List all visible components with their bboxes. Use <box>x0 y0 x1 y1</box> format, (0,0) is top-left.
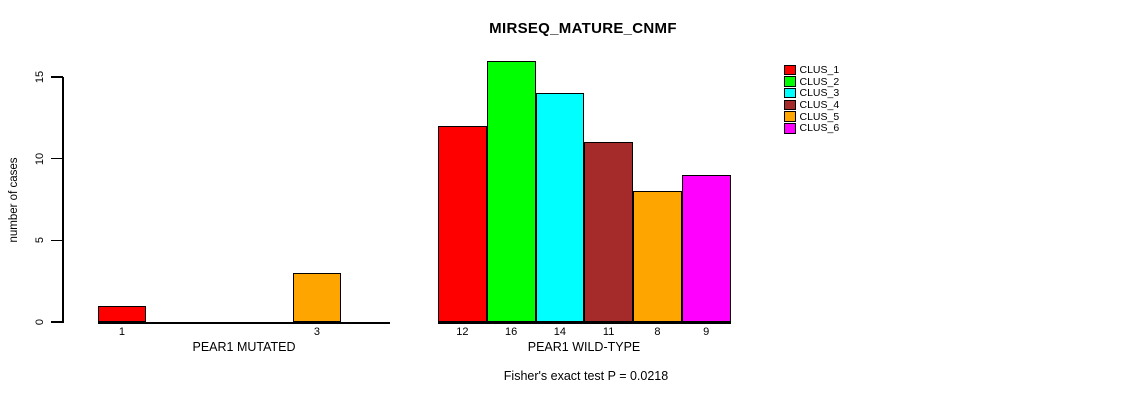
chart-title: MIRSEQ_MATURE_CNMF <box>489 20 677 37</box>
bar-clus-6-pear1-wild-type <box>681 175 731 322</box>
bar-value-label-clus-2-pear1-wild-type: 16 <box>505 326 518 338</box>
bar-clus-3-pear1-wild-type <box>535 93 585 322</box>
legend-item-clus-1: CLUS_1 <box>784 64 839 76</box>
legend-swatch-clus-1 <box>784 64 796 76</box>
bar-value-label-clus-3-pear1-wild-type: 14 <box>553 326 566 338</box>
y-axis-title: number of cases <box>8 157 20 243</box>
x-axis-line-pear1-mutated <box>97 322 390 324</box>
legend-swatch-clus-3 <box>784 87 796 99</box>
legend-item-clus-6: CLUS_6 <box>784 122 839 134</box>
legend-swatch-clus-5 <box>784 111 796 122</box>
bar-clus-5-pear1-mutated <box>292 273 342 322</box>
bar-value-label-clus-6-pear1-wild-type: 9 <box>703 326 710 338</box>
legend-swatch-clus-6 <box>784 123 796 134</box>
y-tick-label-5: 5 <box>34 237 46 244</box>
legend: CLUS_1 CLUS_2 CLUS_3 CLUS_4 CLUS_5 CLUS_6 <box>784 64 839 134</box>
y-tick-10 <box>51 157 63 160</box>
legend-item-clus-3: CLUS_3 <box>784 87 839 99</box>
bar-clus-4-pear1-wild-type <box>584 142 633 322</box>
y-tick-label-10: 10 <box>34 152 46 165</box>
x-axis-line-pear1-wild-type <box>438 322 731 324</box>
legend-label-clus-5: CLUS_5 <box>799 110 840 123</box>
legend-label-clus-1: CLUS_1 <box>799 63 840 76</box>
bar-value-label-clus-5-pear1-wild-type: 8 <box>654 326 661 338</box>
legend-label-clus-6: CLUS_6 <box>799 122 840 135</box>
legend-label-clus-3: CLUS_3 <box>799 87 840 100</box>
y-tick-0 <box>51 321 63 323</box>
y-tick-5 <box>51 239 63 242</box>
legend-item-clus-5: CLUS_5 <box>784 111 839 123</box>
y-tick-15 <box>51 76 63 78</box>
bar-clus-5-pear1-wild-type <box>633 191 682 322</box>
legend-item-clus-4: CLUS_4 <box>784 99 839 111</box>
y-tick-label-0: 0 <box>34 318 46 326</box>
bar-clus-1-pear1-wild-type <box>438 126 487 322</box>
legend-label-clus-4: CLUS_4 <box>799 98 840 111</box>
legend-swatch-clus-4 <box>784 99 796 111</box>
group-label-mutated: PEAR1 MUTATED <box>192 340 296 354</box>
legend-label-clus-2: CLUS_2 <box>799 75 840 88</box>
bar-value-label-clus-1-pear1-mutated: 1 <box>118 326 125 338</box>
legend-item-clus-2: CLUS_2 <box>784 76 839 88</box>
y-axis-line <box>62 77 64 323</box>
group-label-wildtype: PEAR1 WILD-TYPE <box>527 340 641 354</box>
bar-clus-2-pear1-wild-type <box>486 60 536 322</box>
legend-swatch-clus-2 <box>784 76 796 87</box>
bar-value-label-clus-5-pear1-mutated: 3 <box>313 326 320 338</box>
fisher-test-annotation: Fisher's exact test P = 0.0218 <box>503 369 669 383</box>
bar-value-label-clus-1-pear1-wild-type: 12 <box>456 326 469 338</box>
y-tick-label-15: 15 <box>34 70 46 84</box>
bar-value-label-clus-4-pear1-wild-type: 11 <box>602 326 615 338</box>
bar-clus-1-pear1-mutated <box>97 305 147 322</box>
